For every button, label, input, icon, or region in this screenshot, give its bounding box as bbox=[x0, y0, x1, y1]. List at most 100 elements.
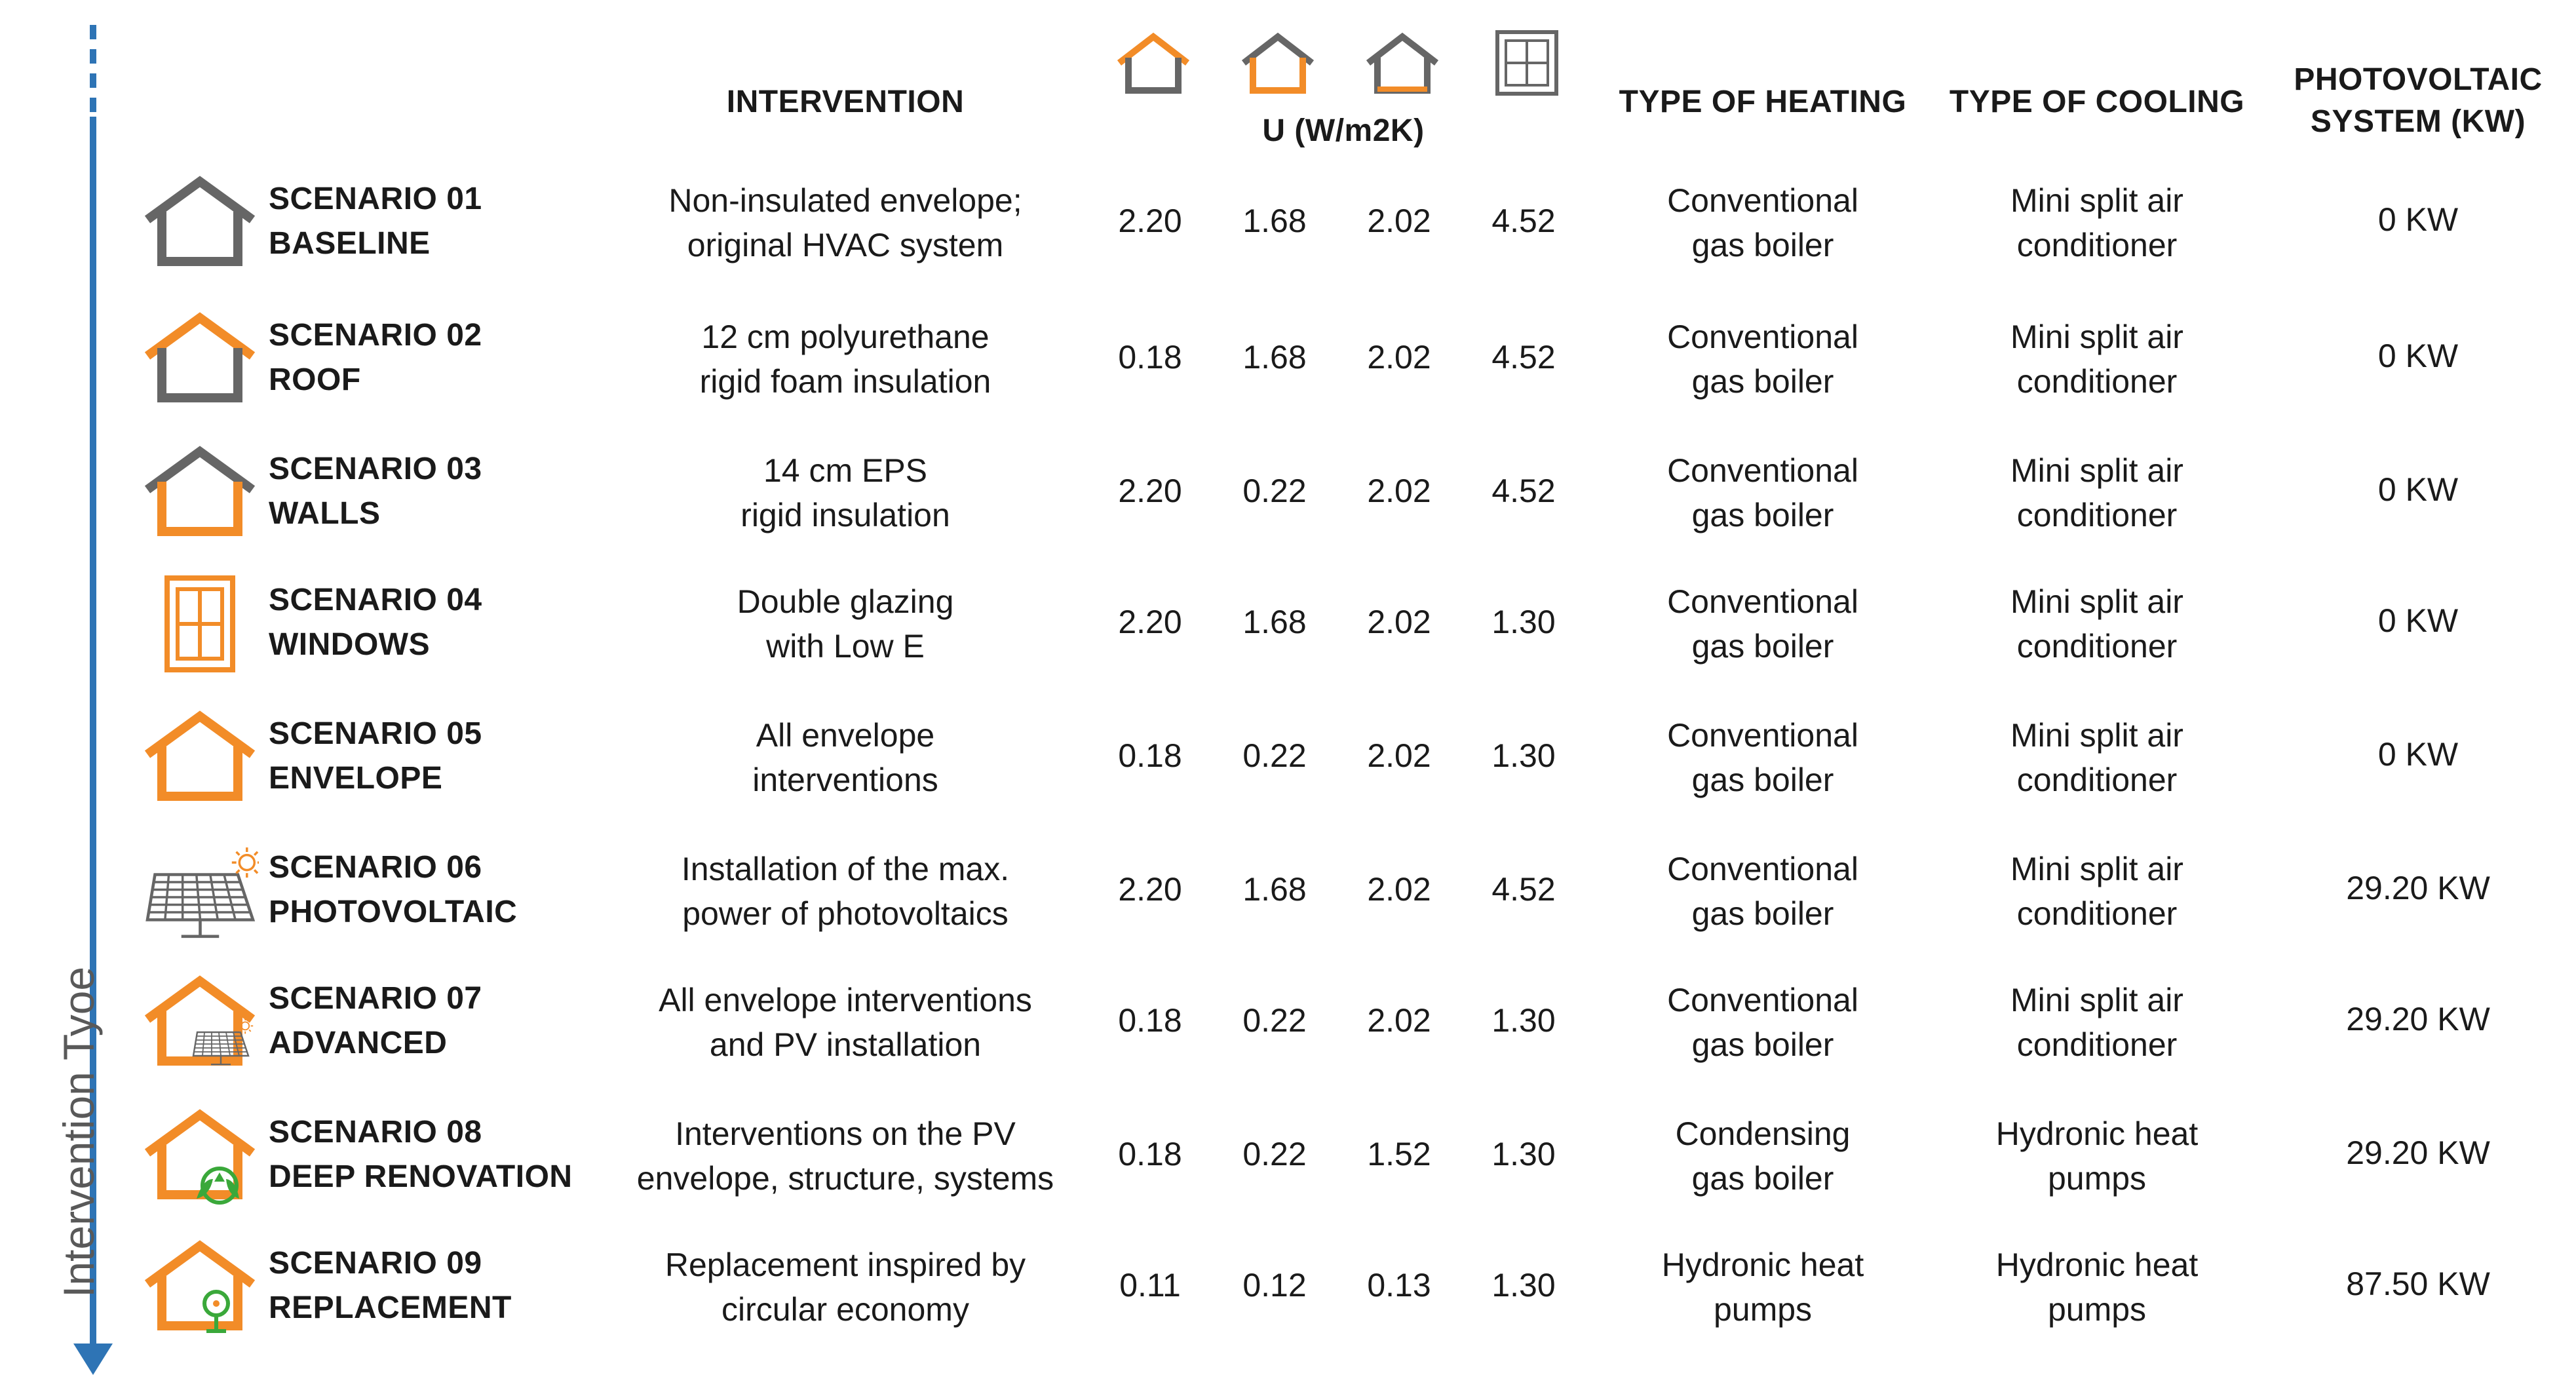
table-row: SCENARIO 05 ENVELOPE All envelope interv… bbox=[0, 692, 2576, 823]
heating-cell: Hydronic heat pumps bbox=[1625, 1243, 1900, 1332]
u-walls-value: 1.68 bbox=[1242, 339, 1307, 376]
pv-value: 29.20 KW bbox=[2346, 870, 2490, 906]
u-floor-value: 2.02 bbox=[1367, 1002, 1431, 1039]
scenario-number: SCENARIO 08 bbox=[269, 1115, 482, 1150]
u-window-value: 4.52 bbox=[1491, 473, 1556, 509]
intervention-line: rigid foam insulation bbox=[699, 363, 991, 400]
u-roof-value: 2.20 bbox=[1118, 473, 1182, 509]
intervention-cell: Interventions on the PV envelope, struct… bbox=[616, 1112, 1075, 1201]
intervention-line: Non-insulated envelope; bbox=[668, 182, 1022, 219]
intervention-line: 12 cm polyurethane bbox=[701, 319, 990, 355]
cooling-cell: Mini split air conditioner bbox=[1953, 315, 2241, 404]
cooling-line: Mini split air bbox=[2010, 717, 2183, 754]
heating-line: Condensing bbox=[1675, 1115, 1851, 1152]
header-roof-icon bbox=[1117, 32, 1190, 94]
pv-value: 0 KW bbox=[2377, 602, 2459, 639]
intervention-line: 14 cm EPS bbox=[763, 452, 928, 489]
cooling-cell: Mini split air conditioner bbox=[1953, 448, 2241, 537]
axis-arrow-icon bbox=[73, 1344, 113, 1375]
pv-value: 0 KW bbox=[2377, 338, 2459, 374]
cooling-line: conditioner bbox=[2016, 1026, 2178, 1063]
u-floor-value: 1.52 bbox=[1367, 1136, 1431, 1172]
scenario-number: SCENARIO 05 bbox=[269, 716, 482, 751]
heating-line: gas boiler bbox=[1691, 1026, 1834, 1063]
cooling-cell: Mini split air conditioner bbox=[1953, 978, 2241, 1067]
u-floor-value: 2.02 bbox=[1367, 473, 1431, 509]
scenario-number: SCENARIO 09 bbox=[269, 1246, 482, 1281]
heating-line: Conventional bbox=[1667, 452, 1858, 489]
table-row: SCENARIO 06 PHOTOVOLTAIC Installation of… bbox=[0, 826, 2576, 957]
pv-value: 87.50 KW bbox=[2346, 1266, 2490, 1302]
scenario-title: REPLACEMENT bbox=[269, 1290, 512, 1325]
scenario-name: SCENARIO 04 WINDOWS bbox=[269, 578, 623, 667]
intervention-line: circular economy bbox=[721, 1291, 969, 1328]
house-walls-icon bbox=[144, 446, 256, 536]
cooling-line: Mini split air bbox=[2010, 982, 2183, 1018]
pv-value: 0 KW bbox=[2377, 471, 2459, 508]
scenario-title: PHOTOVOLTAIC bbox=[269, 895, 518, 929]
scenario-title: BASELINE bbox=[269, 226, 431, 261]
heating-cell: Conventional gas boiler bbox=[1625, 847, 1900, 936]
intervention-line: original HVAC system bbox=[687, 227, 1004, 263]
scenario-number: SCENARIO 03 bbox=[269, 452, 482, 486]
u-window-value: 4.52 bbox=[1491, 203, 1556, 239]
u-floor-value: 2.02 bbox=[1367, 339, 1431, 376]
heating-line: gas boiler bbox=[1691, 628, 1834, 665]
header-floor-icon bbox=[1366, 32, 1439, 94]
heating-cell: Conventional gas boiler bbox=[1625, 978, 1900, 1067]
intervention-line: envelope, structure, systems bbox=[636, 1160, 1054, 1197]
cooling-line: conditioner bbox=[2016, 497, 2178, 533]
u-window-value: 1.30 bbox=[1491, 1267, 1556, 1304]
pv-value: 29.20 KW bbox=[2346, 1001, 2490, 1037]
heating-line: Conventional bbox=[1667, 717, 1858, 754]
heating-line: Conventional bbox=[1667, 583, 1858, 620]
scenario-number: SCENARIO 07 bbox=[269, 981, 482, 1016]
table-row: SCENARIO 01 BASELINE Non-insulated envel… bbox=[0, 157, 2576, 288]
cooling-cell: Mini split air conditioner bbox=[1953, 847, 2241, 936]
scenario-name: SCENARIO 08 DEEP RENOVATION bbox=[269, 1110, 623, 1199]
u-walls-value: 0.12 bbox=[1242, 1267, 1307, 1304]
heating-cell: Conventional gas boiler bbox=[1625, 178, 1900, 267]
pv-value: 29.20 KW bbox=[2346, 1134, 2490, 1171]
cooling-line: Mini split air bbox=[2010, 851, 2183, 887]
heating-line: pumps bbox=[1713, 1291, 1813, 1328]
intervention-cell: Non-insulated envelope; original HVAC sy… bbox=[616, 178, 1075, 267]
cooling-cell: Mini split air conditioner bbox=[1953, 579, 2241, 668]
u-roof-value: 0.18 bbox=[1118, 339, 1182, 376]
heating-line: gas boiler bbox=[1691, 762, 1834, 798]
u-window-value: 1.30 bbox=[1491, 737, 1556, 774]
intervention-line: Replacement inspired by bbox=[664, 1247, 1026, 1283]
u-walls-value: 0.22 bbox=[1242, 1002, 1307, 1039]
heating-line: gas boiler bbox=[1691, 895, 1834, 932]
header-intervention: INTERVENTION bbox=[726, 85, 965, 119]
heating-line: Conventional bbox=[1667, 182, 1858, 219]
cooling-cell: Hydronic heat pumps bbox=[1953, 1112, 2241, 1201]
heating-cell: Conventional gas boiler bbox=[1625, 448, 1900, 537]
cooling-line: pumps bbox=[2047, 1160, 2147, 1197]
heating-cell: Condensing gas boiler bbox=[1625, 1112, 1900, 1201]
u-window-value: 1.30 bbox=[1491, 604, 1556, 640]
u-roof-value: 2.20 bbox=[1118, 203, 1182, 239]
intervention-line: Interventions on the PV bbox=[675, 1115, 1016, 1152]
scenario-name: SCENARIO 01 BASELINE bbox=[269, 177, 623, 266]
header-pv-line2: SYSTEM (KW) bbox=[2310, 104, 2526, 139]
heating-line: Hydronic heat bbox=[1661, 1247, 1864, 1283]
u-walls-value: 1.68 bbox=[1242, 871, 1307, 908]
u-roof-value: 0.18 bbox=[1118, 737, 1182, 774]
scenario-title: DEEP RENOVATION bbox=[269, 1159, 573, 1194]
header-u-value: U (W/m2K) bbox=[1262, 113, 1425, 148]
pv-value: 0 KW bbox=[2377, 736, 2459, 773]
header-window-icon bbox=[1495, 30, 1558, 96]
u-roof-value: 2.20 bbox=[1118, 871, 1182, 908]
intervention-line: Installation of the max. bbox=[681, 851, 1010, 887]
cooling-line: conditioner bbox=[2016, 762, 2178, 798]
u-roof-value: 2.20 bbox=[1118, 604, 1182, 640]
heating-line: Conventional bbox=[1667, 851, 1858, 887]
scenario-name: SCENARIO 05 ENVELOPE bbox=[269, 712, 623, 801]
axis-dash bbox=[90, 49, 96, 64]
cooling-line: Hydronic heat bbox=[1995, 1247, 2199, 1283]
scenario-title: ENVELOPE bbox=[269, 761, 443, 796]
u-floor-value: 2.02 bbox=[1367, 604, 1431, 640]
intervention-line: and PV installation bbox=[709, 1026, 982, 1063]
u-walls-value: 1.68 bbox=[1242, 203, 1307, 239]
